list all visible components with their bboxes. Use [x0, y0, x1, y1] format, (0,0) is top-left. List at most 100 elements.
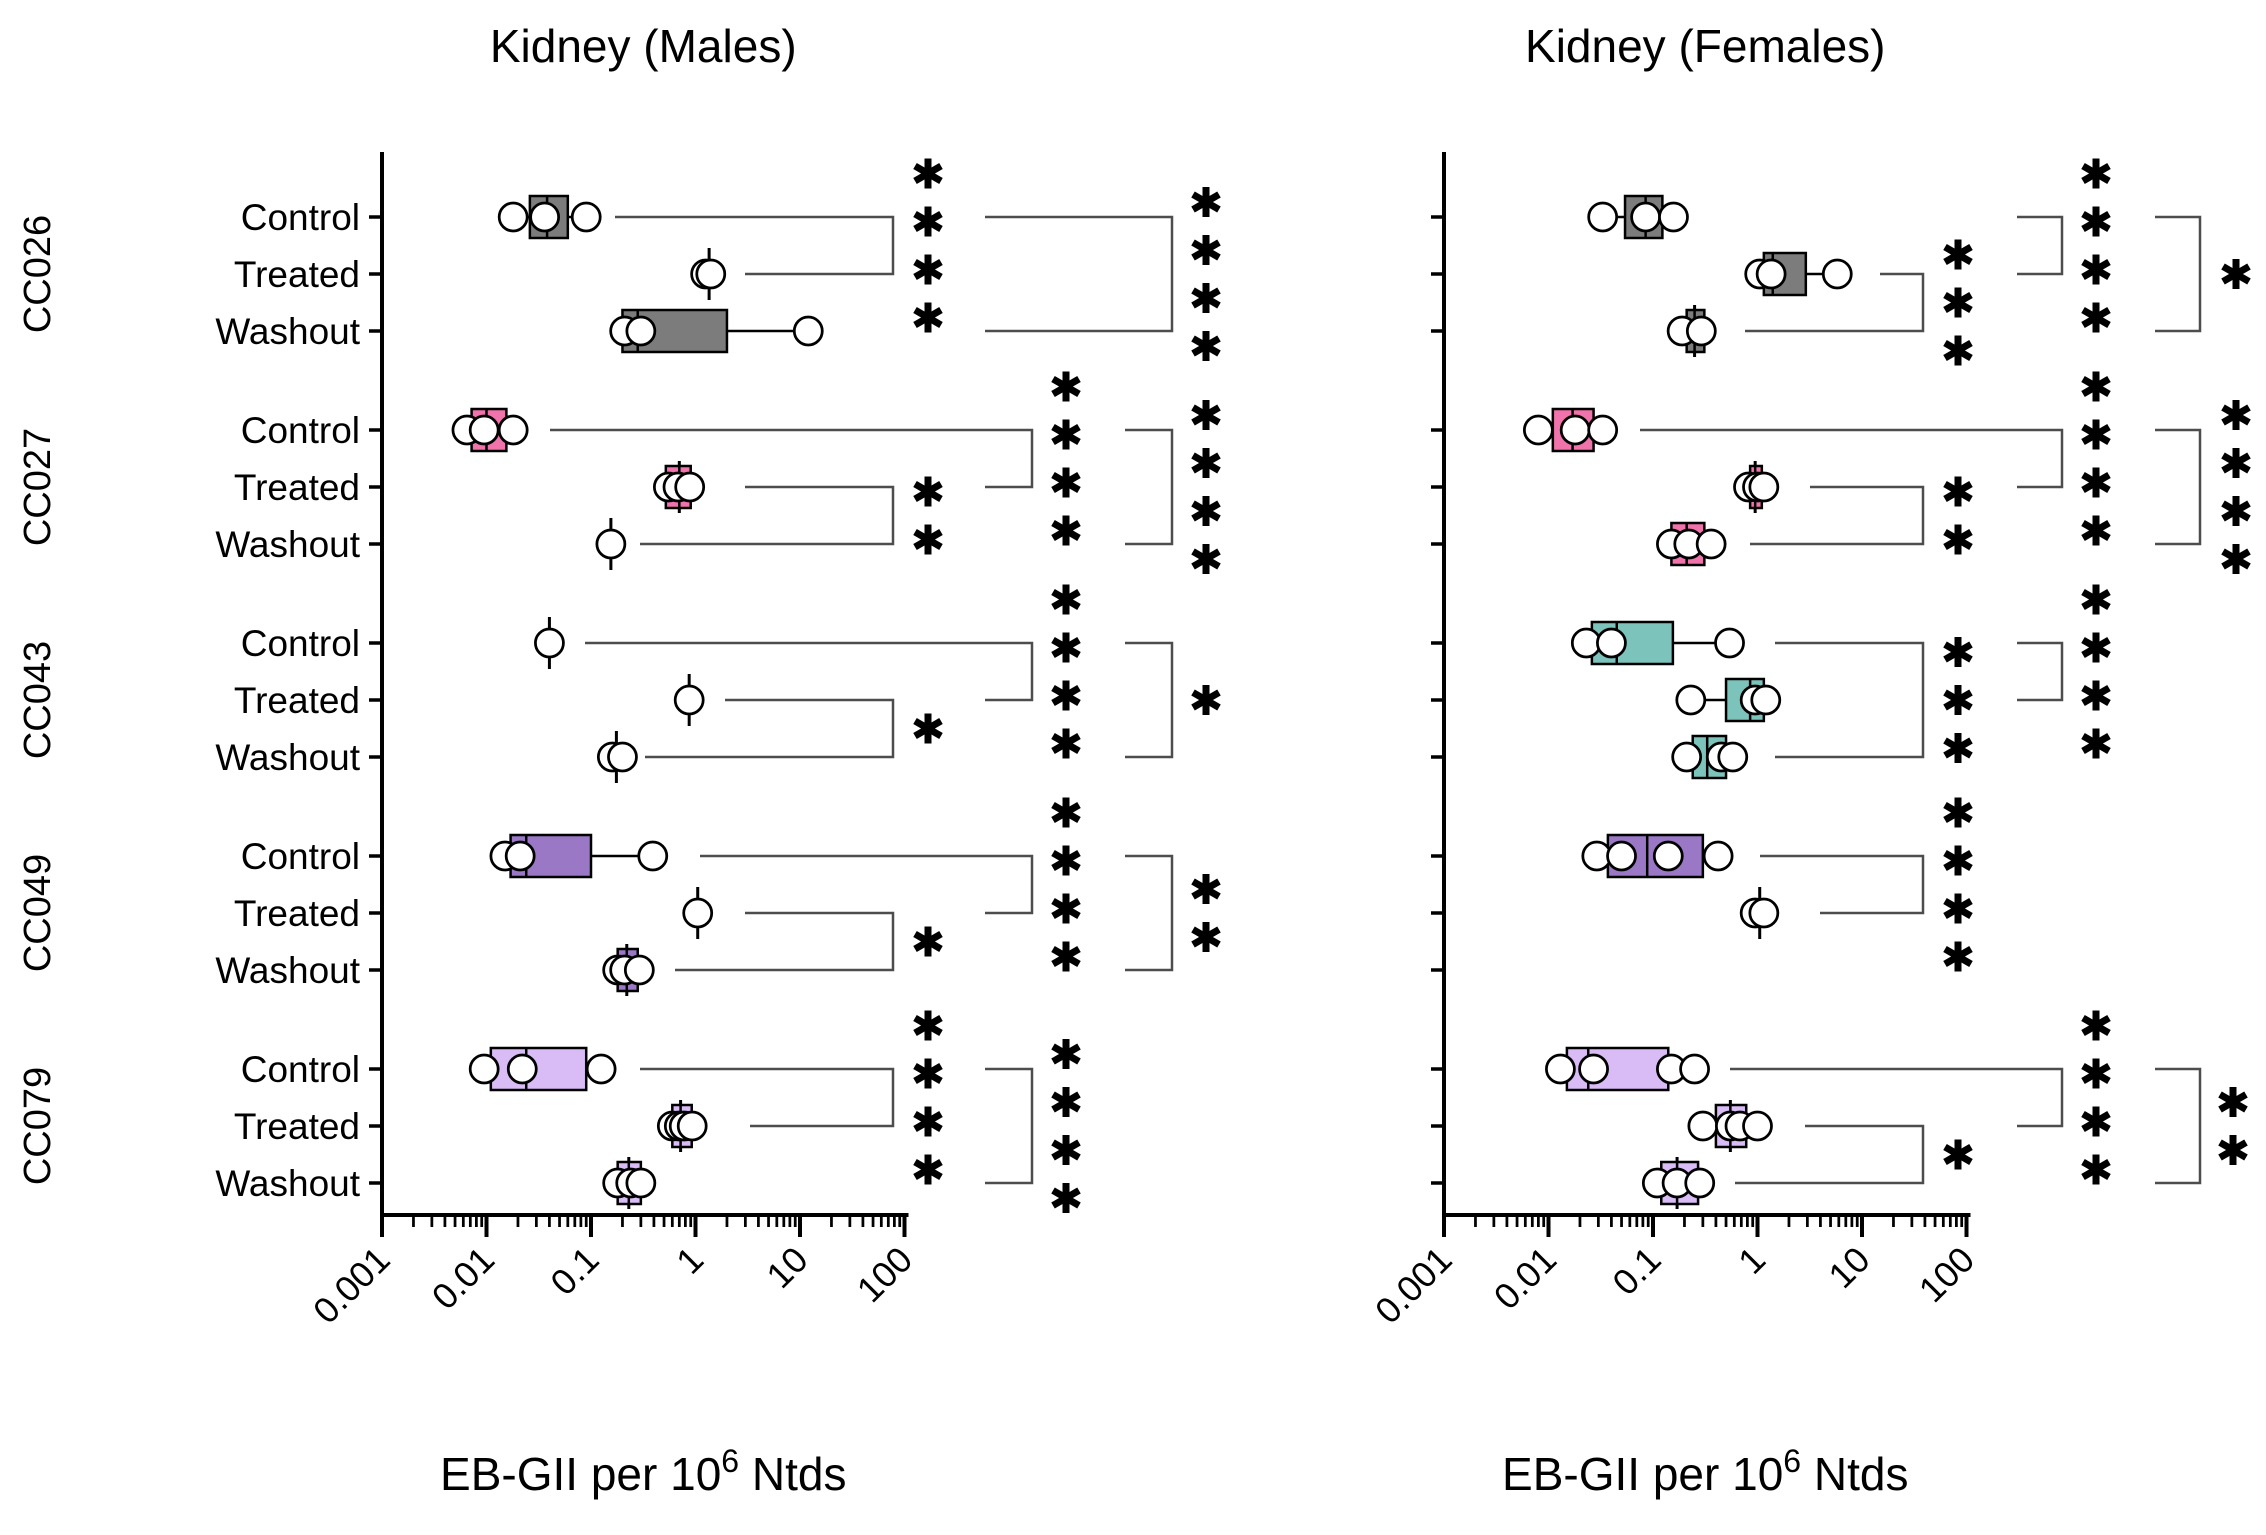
data-point-circle	[1545, 1053, 1576, 1085]
star-spoke	[913, 162, 943, 185]
significance-star	[1051, 845, 1081, 876]
x-tick-label: 0.01	[1486, 1239, 1565, 1318]
data-point-circle	[607, 741, 638, 773]
star-spoke	[2081, 423, 2111, 446]
row-label: Treated	[234, 1106, 360, 1147]
significance-star	[913, 254, 943, 285]
x-tick-label: 1	[668, 1239, 711, 1282]
data-point-circle	[1702, 840, 1734, 872]
significance-star	[2081, 302, 2111, 333]
comparison-bracket	[640, 1067, 895, 1128]
star-spoke	[1191, 287, 1221, 309]
significance-star	[2081, 1106, 2111, 1137]
significance-star	[913, 1154, 943, 1185]
significance-star	[913, 206, 943, 237]
comparison-bracket	[2155, 215, 2202, 333]
row-label: Treated	[234, 680, 360, 721]
star-spoke	[1051, 423, 1081, 446]
star-spoke	[1191, 452, 1221, 474]
star-spoke	[913, 1158, 943, 1181]
data-point-circle	[682, 897, 714, 929]
star-spoke	[2081, 210, 2111, 233]
significance-star	[913, 1106, 943, 1137]
star-spoke	[1943, 945, 1973, 968]
significance-star	[1943, 476, 1973, 507]
significance-star	[1051, 371, 1081, 402]
comparison-bracket	[585, 641, 1034, 702]
row-label: Control	[241, 836, 360, 877]
significance-star	[1191, 496, 1221, 526]
x-tick-label: 0.001	[1367, 1239, 1460, 1332]
data-point-circle	[1671, 741, 1703, 773]
data-point-circle	[1652, 840, 1684, 872]
star-spoke	[2221, 452, 2251, 474]
data-point-circle	[1587, 201, 1619, 233]
data-point-circle	[1717, 741, 1749, 773]
star-spoke	[1051, 732, 1081, 755]
significance-star	[2221, 448, 2251, 478]
star-spoke	[1051, 801, 1081, 824]
star-spoke	[2221, 500, 2251, 522]
significance-star	[2081, 632, 2111, 663]
star-spoke	[913, 306, 943, 329]
star-spoke	[1051, 588, 1081, 611]
significance-star	[1191, 544, 1221, 574]
star-spoke	[2081, 162, 2111, 185]
data-point-circle	[1679, 1053, 1710, 1085]
significance-star	[2081, 371, 2111, 402]
significance-star	[2081, 1154, 2111, 1185]
significance-star	[913, 158, 943, 189]
significance-star	[1051, 1135, 1081, 1165]
comparison-bracket	[985, 1067, 1034, 1185]
star-spoke	[1943, 641, 1973, 663]
significance-star	[1943, 524, 1973, 555]
x-tick-label: 0.001	[305, 1239, 398, 1332]
comparison-bracket	[640, 485, 895, 546]
x-axis-title: EB-GII per 106 Ntds	[440, 1443, 846, 1500]
row-label: Washout	[215, 524, 360, 565]
significance-star	[913, 524, 943, 555]
comparison-bracket	[1640, 428, 2064, 489]
star-spoke	[2221, 404, 2251, 426]
row-label: Treated	[234, 893, 360, 934]
panel-title: Kidney (Males)	[490, 20, 797, 72]
significance-star	[1191, 235, 1221, 265]
star-spoke	[1943, 801, 1973, 824]
comparison-bracket	[1750, 485, 1925, 546]
star-spoke	[1191, 191, 1221, 213]
star-spoke	[913, 528, 943, 551]
star-spoke	[1191, 548, 1221, 570]
data-point-circle	[506, 1053, 538, 1085]
panel-title: Kidney (Females)	[1525, 20, 1885, 72]
data-point-circle	[1587, 414, 1619, 446]
significance-star	[1191, 283, 1221, 313]
data-point-circle	[1695, 528, 1727, 560]
star-spoke	[913, 210, 943, 233]
significance-star	[2081, 680, 2111, 711]
star-spoke	[1051, 1043, 1081, 1065]
data-point-circle	[1559, 414, 1591, 446]
significance-star	[913, 713, 943, 744]
x-tick-label: 0.1	[1604, 1239, 1668, 1303]
significance-star	[1051, 728, 1081, 759]
data-point-circle	[504, 840, 536, 872]
comparison-bracket	[1125, 428, 1174, 546]
x-tick-label: 100	[1911, 1239, 1982, 1310]
x-axis-title: EB-GII per 106 Ntds	[1502, 1443, 1908, 1500]
star-spoke	[1943, 849, 1973, 872]
significance-star	[1943, 733, 1973, 763]
significance-star	[1191, 400, 1221, 430]
significance-star	[1943, 941, 1973, 972]
data-point-circle	[468, 1053, 500, 1085]
significance-star	[1051, 1183, 1081, 1213]
star-spoke	[2081, 588, 2111, 611]
row-label: Treated	[234, 467, 360, 508]
data-point-circle	[1606, 840, 1637, 872]
box	[489, 1046, 588, 1092]
star-spoke	[1051, 636, 1081, 659]
comparison-bracket	[2017, 215, 2064, 276]
star-spoke	[2218, 1139, 2248, 1161]
star-spoke	[1051, 849, 1081, 872]
data-point-circle	[497, 414, 529, 446]
